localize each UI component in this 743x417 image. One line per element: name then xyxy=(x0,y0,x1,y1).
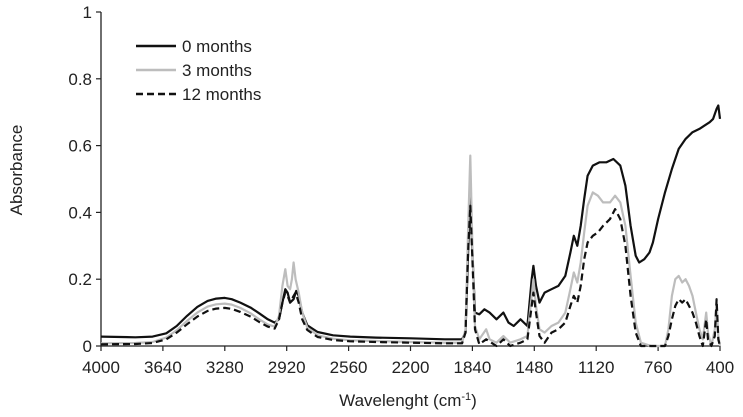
x-tick-label: 760 xyxy=(644,358,672,377)
x-tick-label: 2200 xyxy=(392,358,430,377)
x-tick-label: 400 xyxy=(706,358,734,377)
y-axis-title: Absorbance xyxy=(7,125,26,216)
y-ticks: 0 0.2 0.4 0.6 0.8 1 xyxy=(68,3,101,356)
x-axis-title-main: Wavelenght (cm xyxy=(339,391,461,410)
series-line-0 xyxy=(100,104,722,341)
x-axis-title: Wavelenght (cm-1) xyxy=(339,391,477,410)
x-ticks: 4000 3640 3280 2920 2560 2200 1840 1480 1120 760 4… xyxy=(82,346,734,377)
x-tick-label: 2560 xyxy=(330,358,368,377)
series-line-2 xyxy=(100,204,722,348)
y-tick-label: 0 xyxy=(83,337,92,356)
series-line-1 xyxy=(100,154,722,348)
series-group xyxy=(100,104,722,348)
legend-label: 3 months xyxy=(182,61,252,80)
x-tick-label: 3640 xyxy=(144,358,182,377)
legend: 0 months 3 months 12 months xyxy=(136,37,261,104)
y-tick-label: 0.2 xyxy=(68,270,92,289)
x-tick-label: 1840 xyxy=(453,358,491,377)
legend-label: 12 months xyxy=(182,85,261,104)
x-tick-label: 1480 xyxy=(515,358,553,377)
x-axis-title-suffix: ) xyxy=(471,391,477,410)
x-tick-label: 3280 xyxy=(206,358,244,377)
y-tick-label: 0.4 xyxy=(68,203,92,222)
x-tick-label: 1120 xyxy=(578,358,615,377)
legend-label: 0 months xyxy=(182,37,252,56)
y-tick-label: 0.6 xyxy=(68,137,92,156)
y-tick-label: 1 xyxy=(83,3,92,22)
x-tick-label: 2920 xyxy=(268,358,306,377)
x-tick-label: 4000 xyxy=(82,358,120,377)
x-axis-title-sup: -1 xyxy=(461,391,471,403)
y-tick-label: 0.8 xyxy=(68,70,92,89)
